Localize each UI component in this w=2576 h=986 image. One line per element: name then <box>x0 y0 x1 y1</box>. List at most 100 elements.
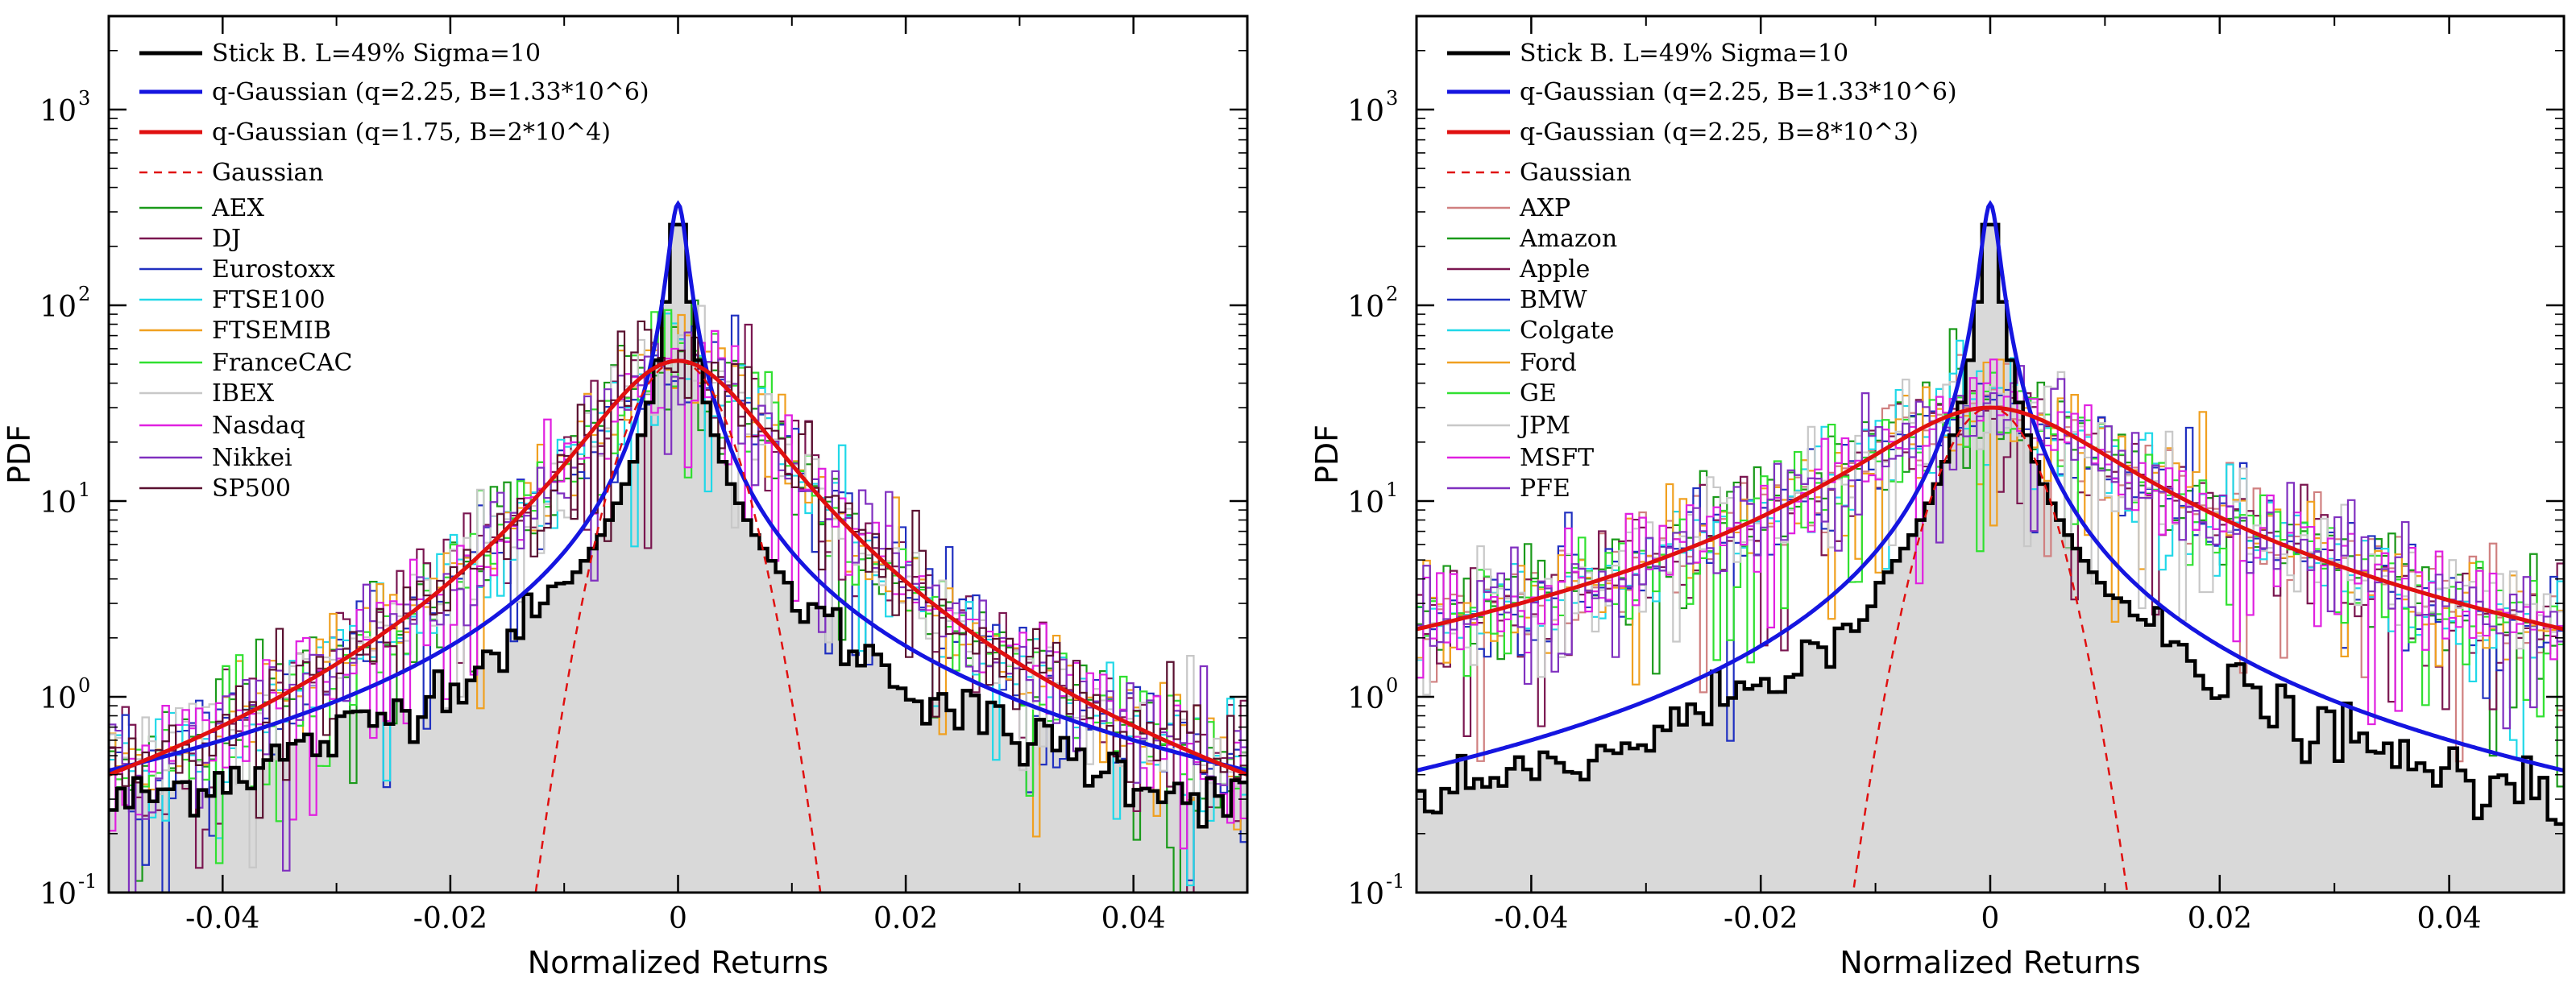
legend-item: Apple <box>1447 255 1590 284</box>
legend-label: AXP <box>1519 194 1570 222</box>
y-tick-exponent: -1 <box>1386 870 1404 893</box>
legend-label: Nasdaq <box>212 412 305 440</box>
y-axis-title: PDF <box>1309 425 1345 484</box>
legend-item: q-Gaussian (q=2.25, B=1.33*10^6) <box>139 78 649 106</box>
x-tick-label: 0 <box>1981 902 2000 935</box>
legend-item: AXP <box>1447 194 1570 222</box>
legend-label: Nikkei <box>212 444 292 472</box>
legend-item: MSFT <box>1447 444 1594 472</box>
x-tick-label: 0 <box>669 902 687 935</box>
y-tick-exponent: 2 <box>78 283 90 305</box>
y-tick-exponent: 1 <box>78 478 90 501</box>
curve-2 <box>1852 406 2129 893</box>
y-tick-exponent: 3 <box>78 87 90 110</box>
legend-item: Amazon <box>1447 225 1617 253</box>
legend-label: MSFT <box>1520 444 1594 472</box>
series-nikkei <box>109 331 1247 893</box>
legend-item: Stick B. L=49% Sigma=10 <box>139 39 541 68</box>
series-ford <box>1417 358 2564 686</box>
legend-item: PFE <box>1447 474 1570 503</box>
histogram-outline <box>109 222 1247 829</box>
legend-item: Colgate <box>1447 317 1615 345</box>
legend-label: q-Gaussian (q=2.25, B=1.33*10^6) <box>1520 78 1957 106</box>
curve-0 <box>109 200 1247 773</box>
legend-label: IBEX <box>212 379 275 408</box>
y-tick-exponent: 2 <box>1386 283 1398 305</box>
legend-label: GE <box>1520 379 1557 408</box>
legend-item: SP500 <box>139 474 291 503</box>
series-msft <box>1417 358 2564 726</box>
legend-item: JPM <box>1447 412 1570 440</box>
x-axis-title: Normalized Returns <box>528 945 828 980</box>
plot-area <box>109 200 1247 893</box>
legend-label: PFE <box>1520 474 1570 503</box>
legend-label: Eurostoxx <box>212 255 335 284</box>
legend-item: AEX <box>139 194 265 222</box>
legend-item: FranceCAC <box>139 349 353 377</box>
y-tick-label: 10 <box>1347 487 1384 520</box>
x-tick-label: 0.04 <box>1101 902 1166 935</box>
legend-label: JPM <box>1517 412 1570 440</box>
histogram-outline <box>1417 222 2564 826</box>
y-tick-label: 10 <box>39 487 77 520</box>
x-tick-label: 0.02 <box>873 902 938 935</box>
x-tick-label: -0.04 <box>1494 902 1568 935</box>
y-tick-label: 10 <box>1347 878 1384 911</box>
y-tick-exponent: 3 <box>1386 87 1398 110</box>
legend-label: SP500 <box>212 474 291 503</box>
legend: Stick B. L=49% Sigma=10 q-Gaussian (q=2.2… <box>1447 39 1957 503</box>
legend-item: Gaussian <box>139 159 324 187</box>
legend-label: Stick B. L=49% Sigma=10 <box>212 39 541 68</box>
legend-label: FranceCAC <box>212 349 353 377</box>
legend-label: Apple <box>1519 255 1590 284</box>
legend-item: BMW <box>1447 286 1587 314</box>
y-tick-label: 10 <box>39 878 77 911</box>
legend-label: DJ <box>212 225 241 253</box>
x-tick-label: 0.02 <box>2188 902 2252 935</box>
legend-item: FTSE100 <box>139 286 326 314</box>
legend-label: Stick B. L=49% Sigma=10 <box>1520 39 1848 68</box>
legend-label: q-Gaussian (q=2.25, B=1.33*10^6) <box>212 78 649 106</box>
x-tick-label: -0.02 <box>1724 902 1798 935</box>
x-tick-label: -0.02 <box>413 902 487 935</box>
legend-item: Gaussian <box>1447 159 1632 187</box>
y-tick-exponent: 0 <box>1386 674 1398 697</box>
curve-1 <box>109 358 1247 777</box>
legend-item: Nasdaq <box>139 412 305 440</box>
legend-label: AEX <box>211 194 265 222</box>
y-tick-label: 10 <box>1347 291 1384 324</box>
legend-item: IBEX <box>139 379 275 408</box>
legend-label: BMW <box>1520 286 1587 314</box>
series-pfe <box>1417 365 2564 730</box>
plot-area <box>1417 200 2564 893</box>
legend-item: q-Gaussian (q=2.25, B=1.33*10^6) <box>1447 78 1957 106</box>
legend-item: GE <box>1447 379 1557 408</box>
y-tick-label: 10 <box>39 95 77 128</box>
legend-item: q-Gaussian (q=1.75, B=2*10^4) <box>139 118 611 147</box>
legend-label: q-Gaussian (q=1.75, B=2*10^4) <box>212 118 611 147</box>
legend-item: Nikkei <box>139 444 292 472</box>
y-tick-exponent: 0 <box>78 674 90 697</box>
legend-label: Amazon <box>1519 225 1617 253</box>
y-tick-label: 10 <box>39 682 77 715</box>
legend-item: FTSEMIB <box>139 317 331 345</box>
legend-label: FTSE100 <box>212 286 326 314</box>
x-tick-label: -0.04 <box>185 902 259 935</box>
legend-item: DJ <box>139 225 241 253</box>
y-axis-title: PDF <box>2 425 37 484</box>
legend: Stick B. L=49% Sigma=10 q-Gaussian (q=2.2… <box>139 39 649 503</box>
curve-0 <box>1417 200 2564 773</box>
y-tick-label: 10 <box>1347 682 1384 715</box>
y-tick-label: 10 <box>39 291 77 324</box>
legend-label: q-Gaussian (q=2.25, B=8*10^3) <box>1520 118 1919 147</box>
y-tick-exponent: -1 <box>78 870 97 893</box>
legend-label: Ford <box>1520 349 1577 377</box>
x-tick-label: 0.04 <box>2417 902 2482 935</box>
x-axis-title: Normalized Returns <box>1840 945 2140 980</box>
legend-item: Ford <box>1447 349 1577 377</box>
legend-label: Gaussian <box>212 159 324 187</box>
y-tick-exponent: 1 <box>1386 478 1398 501</box>
legend-label: FTSEMIB <box>212 317 331 345</box>
